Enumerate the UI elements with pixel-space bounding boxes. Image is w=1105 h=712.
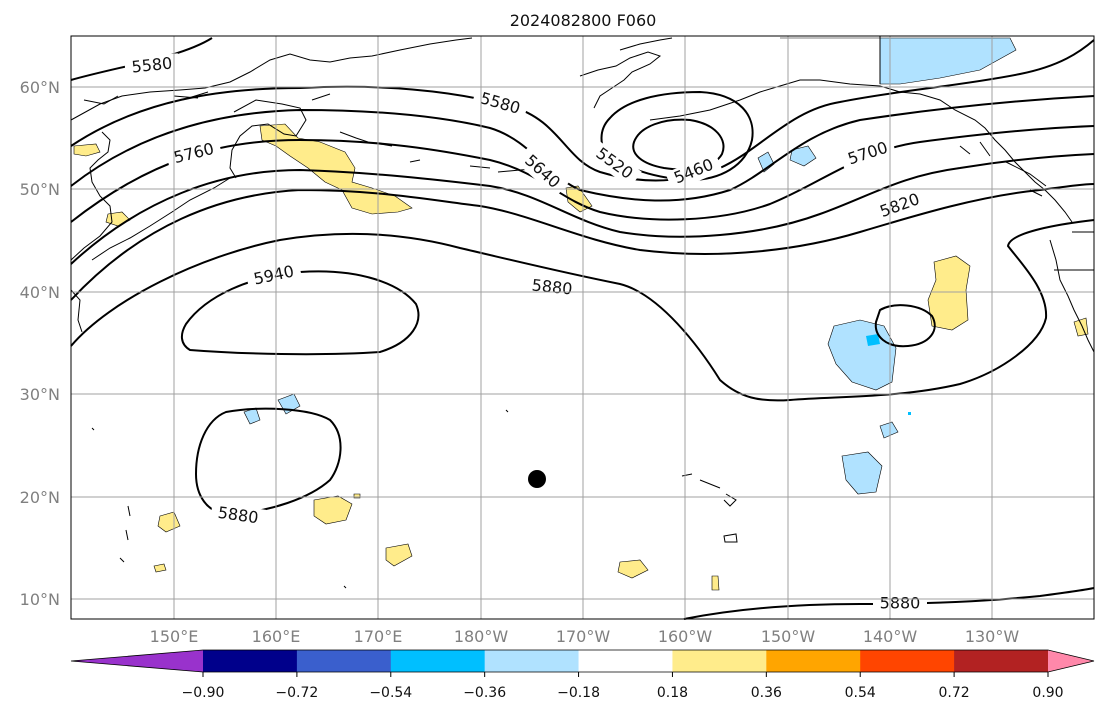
colorbar-segment [484,650,580,672]
lat-label-20n: 20°N [20,488,60,507]
contour-5460 [632,118,725,171]
colorbar-tick-label: 0.36 [751,685,782,701]
colorbar-ticks: −0.90 −0.72 −0.54 −0.36 −0.18 0.18 0.36 0.54 0.7… [182,672,1064,701]
colorbar-segment [578,650,673,672]
colorbar-tick-label: 0.90 [1032,685,1063,701]
lon-label-160w: 160°W [658,627,713,646]
lon-label-160e: 160°E [252,627,301,646]
contour-5940-small [874,304,936,348]
map-gridlines [71,36,1094,619]
lat-label-30n: 30°N [20,385,60,404]
contour-5820 [70,183,1095,301]
colorbar-segment [203,650,298,672]
contour-5700 [70,125,1095,223]
contour-5760 [70,153,1095,265]
colorbar-tick-label: −0.36 [463,685,506,701]
colorbar-tick-label: 0.54 [845,685,876,701]
colorbar-tick-label: −0.54 [369,685,412,701]
lat-label-40n: 40°N [20,283,60,302]
colorbar-tick-label: 0.72 [939,685,970,701]
contour-5880-north [70,219,1095,402]
colorbar-tick-label: 0.18 [657,685,688,701]
lon-label-150w: 150°W [761,627,816,646]
positive-shading [73,123,1089,591]
colorbar-extend-low [71,650,203,672]
colorbar-segment [766,650,861,672]
lat-label-10n: 10°N [20,590,60,609]
colorbar-extend-high [1048,650,1094,672]
latitude-labels: 60°N 50°N 40°N 30°N 20°N 10°N [20,78,60,609]
colorbar-tick-label: −0.90 [182,685,225,701]
height-contours [70,37,1095,620]
longitude-labels: 150°E 160°E 170°E 180°W 170°W 160°W 150°… [150,627,1020,646]
contour-label-5880-bottom: 5880 [880,594,921,613]
colorbar-tick-label: −0.72 [275,685,318,701]
map-frame [70,35,1095,620]
lat-label-60n: 60°N [20,78,60,97]
contour-label-5580-west: 5580 [131,53,173,76]
negative-shading [243,37,1017,495]
lon-label-170w: 170°W [556,627,611,646]
colorbar: −0.90 −0.72 −0.54 −0.36 −0.18 0.18 0.36 0.54 0.7… [70,649,1095,701]
colorbar-segment [954,650,1049,672]
lon-label-130w: 130°W [965,627,1020,646]
colorbar-segments [71,650,1094,672]
contour-5640 [70,95,1095,202]
colorbar-segment [296,650,392,672]
lon-label-180w: 180°W [454,627,509,646]
negative-shading-core [866,334,880,346]
map-content: 5580 5580 5760 5640 5520 5460 [70,36,1095,620]
colorbar-tick-label: −0.18 [557,685,600,701]
map-title: 2024082800 F060 [510,11,657,30]
lon-label-150e: 150°E [150,627,199,646]
location-marker [528,470,546,488]
colorbar-segment [390,650,486,672]
lon-label-140w: 140°W [863,627,918,646]
lon-label-170e: 170°E [354,627,403,646]
lat-label-50n: 50°N [20,180,60,199]
colorbar-segment [672,650,767,672]
contour-label-5880-north: 5880 [531,275,573,298]
contour-5880-south [194,407,342,516]
negative-shading-dot [908,412,911,415]
colorbar-segment [860,650,955,672]
